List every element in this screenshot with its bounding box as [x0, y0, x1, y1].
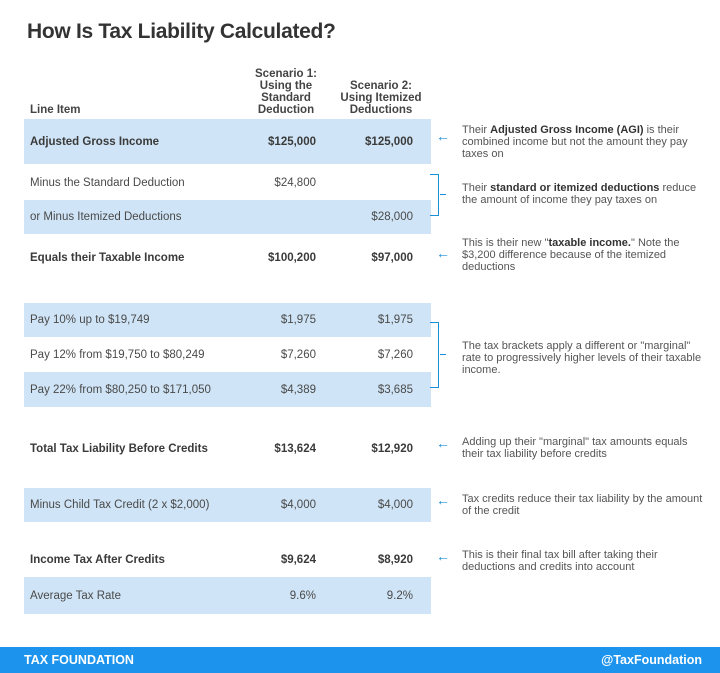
table-row: or Minus Itemized Deductions $28,000 [24, 200, 431, 234]
note-text: This is their new " [462, 237, 549, 249]
row-label: or Minus Itemized Deductions [30, 211, 182, 223]
scenario-2-value: $8,920 [377, 553, 413, 566]
bracket-icon [430, 174, 439, 216]
note-text: reduce the amount of income they pay tax… [462, 182, 697, 206]
annotation-note: Tax credits reduce their tax liability b… [462, 493, 707, 517]
scenario-2-value: $4,000 [377, 499, 413, 511]
header-line: Scenario 1: [255, 68, 317, 80]
row-label: Minus the Standard Deduction [30, 176, 185, 189]
note-text: Their [462, 124, 491, 136]
row-label: Pay 12% from $19,750 to $80,249 [30, 348, 205, 361]
row-label: Adjusted Gross Income [30, 135, 160, 148]
annotation-note: Their standard or itemized deductions re… [462, 182, 707, 206]
header-line-item: Line Item [30, 104, 81, 116]
note-text: Their [462, 182, 491, 194]
header-scenario-1: Scenario 1: Using the Standard Deduction [246, 68, 326, 116]
footer-handle: @TaxFoundation [601, 653, 702, 667]
note-text: This is their final tax bill after takin… [462, 549, 658, 573]
bracket-tick-icon [440, 354, 446, 355]
table-row: Total Tax Liability Before Credits $13,62… [24, 427, 431, 470]
note-text: Adding up their "marginal" tax amounts e… [462, 436, 688, 460]
table-row: Minus the Standard Deduction $24,800 [24, 165, 431, 200]
scenario-2-value: $7,260 [377, 348, 413, 361]
table-row: Average Tax Rate 9.6% 9.2% [24, 577, 431, 614]
row-label: Minus Child Tax Credit (2 x $2,000) [30, 499, 210, 511]
header-line: Using the [259, 80, 313, 92]
scenario-1-value: $1,975 [280, 314, 316, 326]
footer: TAX FOUNDATION @TaxFoundation [0, 647, 720, 673]
scenario-1-value: $9,624 [280, 553, 316, 566]
scenario-1-value: $24,800 [274, 176, 316, 189]
note-text: " Note the $3,200 difference because of … [462, 237, 680, 273]
table-row: Pay 12% from $19,750 to $80,249 $7,260 $7,… [24, 337, 431, 372]
scenario-2-value: $97,000 [371, 252, 413, 264]
scenario-1-value: $4,389 [280, 383, 316, 396]
table-row: Equals their Taxable Income $100,200 $97,0… [24, 234, 431, 282]
bracket-tick-icon [440, 194, 446, 195]
table-row: Pay 10% up to $19,749 $1,975 $1,975 [24, 303, 431, 337]
table-row: Minus Child Tax Credit (2 x $2,000) $4,00… [24, 488, 431, 522]
note-text: standard or itemized deductions [490, 182, 660, 194]
bracket-icon [430, 322, 439, 388]
table-row: Adjusted Gross Income $125,000 $125,000 [24, 119, 431, 164]
row-label: Total Tax Liability Before Credits [30, 442, 208, 455]
note-text: Adjusted Gross Income (AGI) [490, 124, 644, 136]
scenario-2-value: $1,975 [377, 314, 413, 326]
footer-brand: TAX FOUNDATION [24, 653, 134, 667]
row-label: Pay 22% from $80,250 to $171,050 [30, 383, 211, 396]
page-title: How Is Tax Liability Calculated? [27, 20, 336, 43]
note-text: is their combined income but not the amo… [462, 124, 688, 160]
row-label: Equals their Taxable Income [30, 252, 185, 264]
note-text: Tax credits reduce their tax liability b… [462, 493, 703, 517]
table-row: Income Tax After Credits $9,624 $8,920 [24, 542, 431, 577]
header-line: Using Itemized [340, 92, 422, 104]
header-line: Deductions [349, 104, 413, 116]
scenario-1-value: $125,000 [268, 135, 316, 148]
arrow-left-icon: ← [436, 128, 450, 144]
annotation-note: This is their final tax bill after takin… [462, 549, 707, 573]
annotation-note: This is their new "taxable income." Note… [462, 237, 707, 273]
row-label: Pay 10% up to $19,749 [30, 314, 150, 326]
header-line: Standard [261, 92, 311, 104]
scenario-2-value: 9.2% [386, 589, 413, 602]
scenario-2-value: $28,000 [371, 211, 413, 223]
row-label: Average Tax Rate [30, 589, 121, 602]
header-line: Scenario 2: [350, 80, 412, 92]
scenario-1-value: $100,200 [268, 252, 316, 264]
table-row: Pay 22% from $80,250 to $171,050 $4,389 $3… [24, 372, 431, 407]
scenario-2-value: $125,000 [365, 135, 413, 148]
annotation-note: Their Adjusted Gross Income (AGI) is the… [462, 124, 707, 160]
scenario-1-value: $13,624 [274, 442, 316, 455]
arrow-left-icon: ← [436, 245, 450, 261]
arrow-left-icon: ← [436, 492, 450, 508]
row-label: Income Tax After Credits [30, 553, 165, 566]
annotation-note: The tax brackets apply a different or "m… [462, 340, 707, 376]
annotation-note: Adding up their "marginal" tax amounts e… [462, 436, 707, 460]
scenario-2-value: $12,920 [371, 442, 413, 455]
header-scenario-2: Scenario 2: Using Itemized Deductions [336, 80, 426, 116]
arrow-left-icon: ← [436, 548, 450, 564]
note-text: taxable income. [548, 237, 631, 249]
scenario-1-value: $4,000 [280, 499, 316, 511]
header-line: Deduction [257, 104, 315, 116]
scenario-1-value: 9.6% [289, 589, 316, 602]
scenario-2-value: $3,685 [377, 383, 413, 396]
scenario-1-value: $7,260 [280, 348, 316, 361]
note-text: The tax brackets apply a different or "m… [462, 340, 702, 376]
arrow-left-icon: ← [436, 435, 450, 451]
